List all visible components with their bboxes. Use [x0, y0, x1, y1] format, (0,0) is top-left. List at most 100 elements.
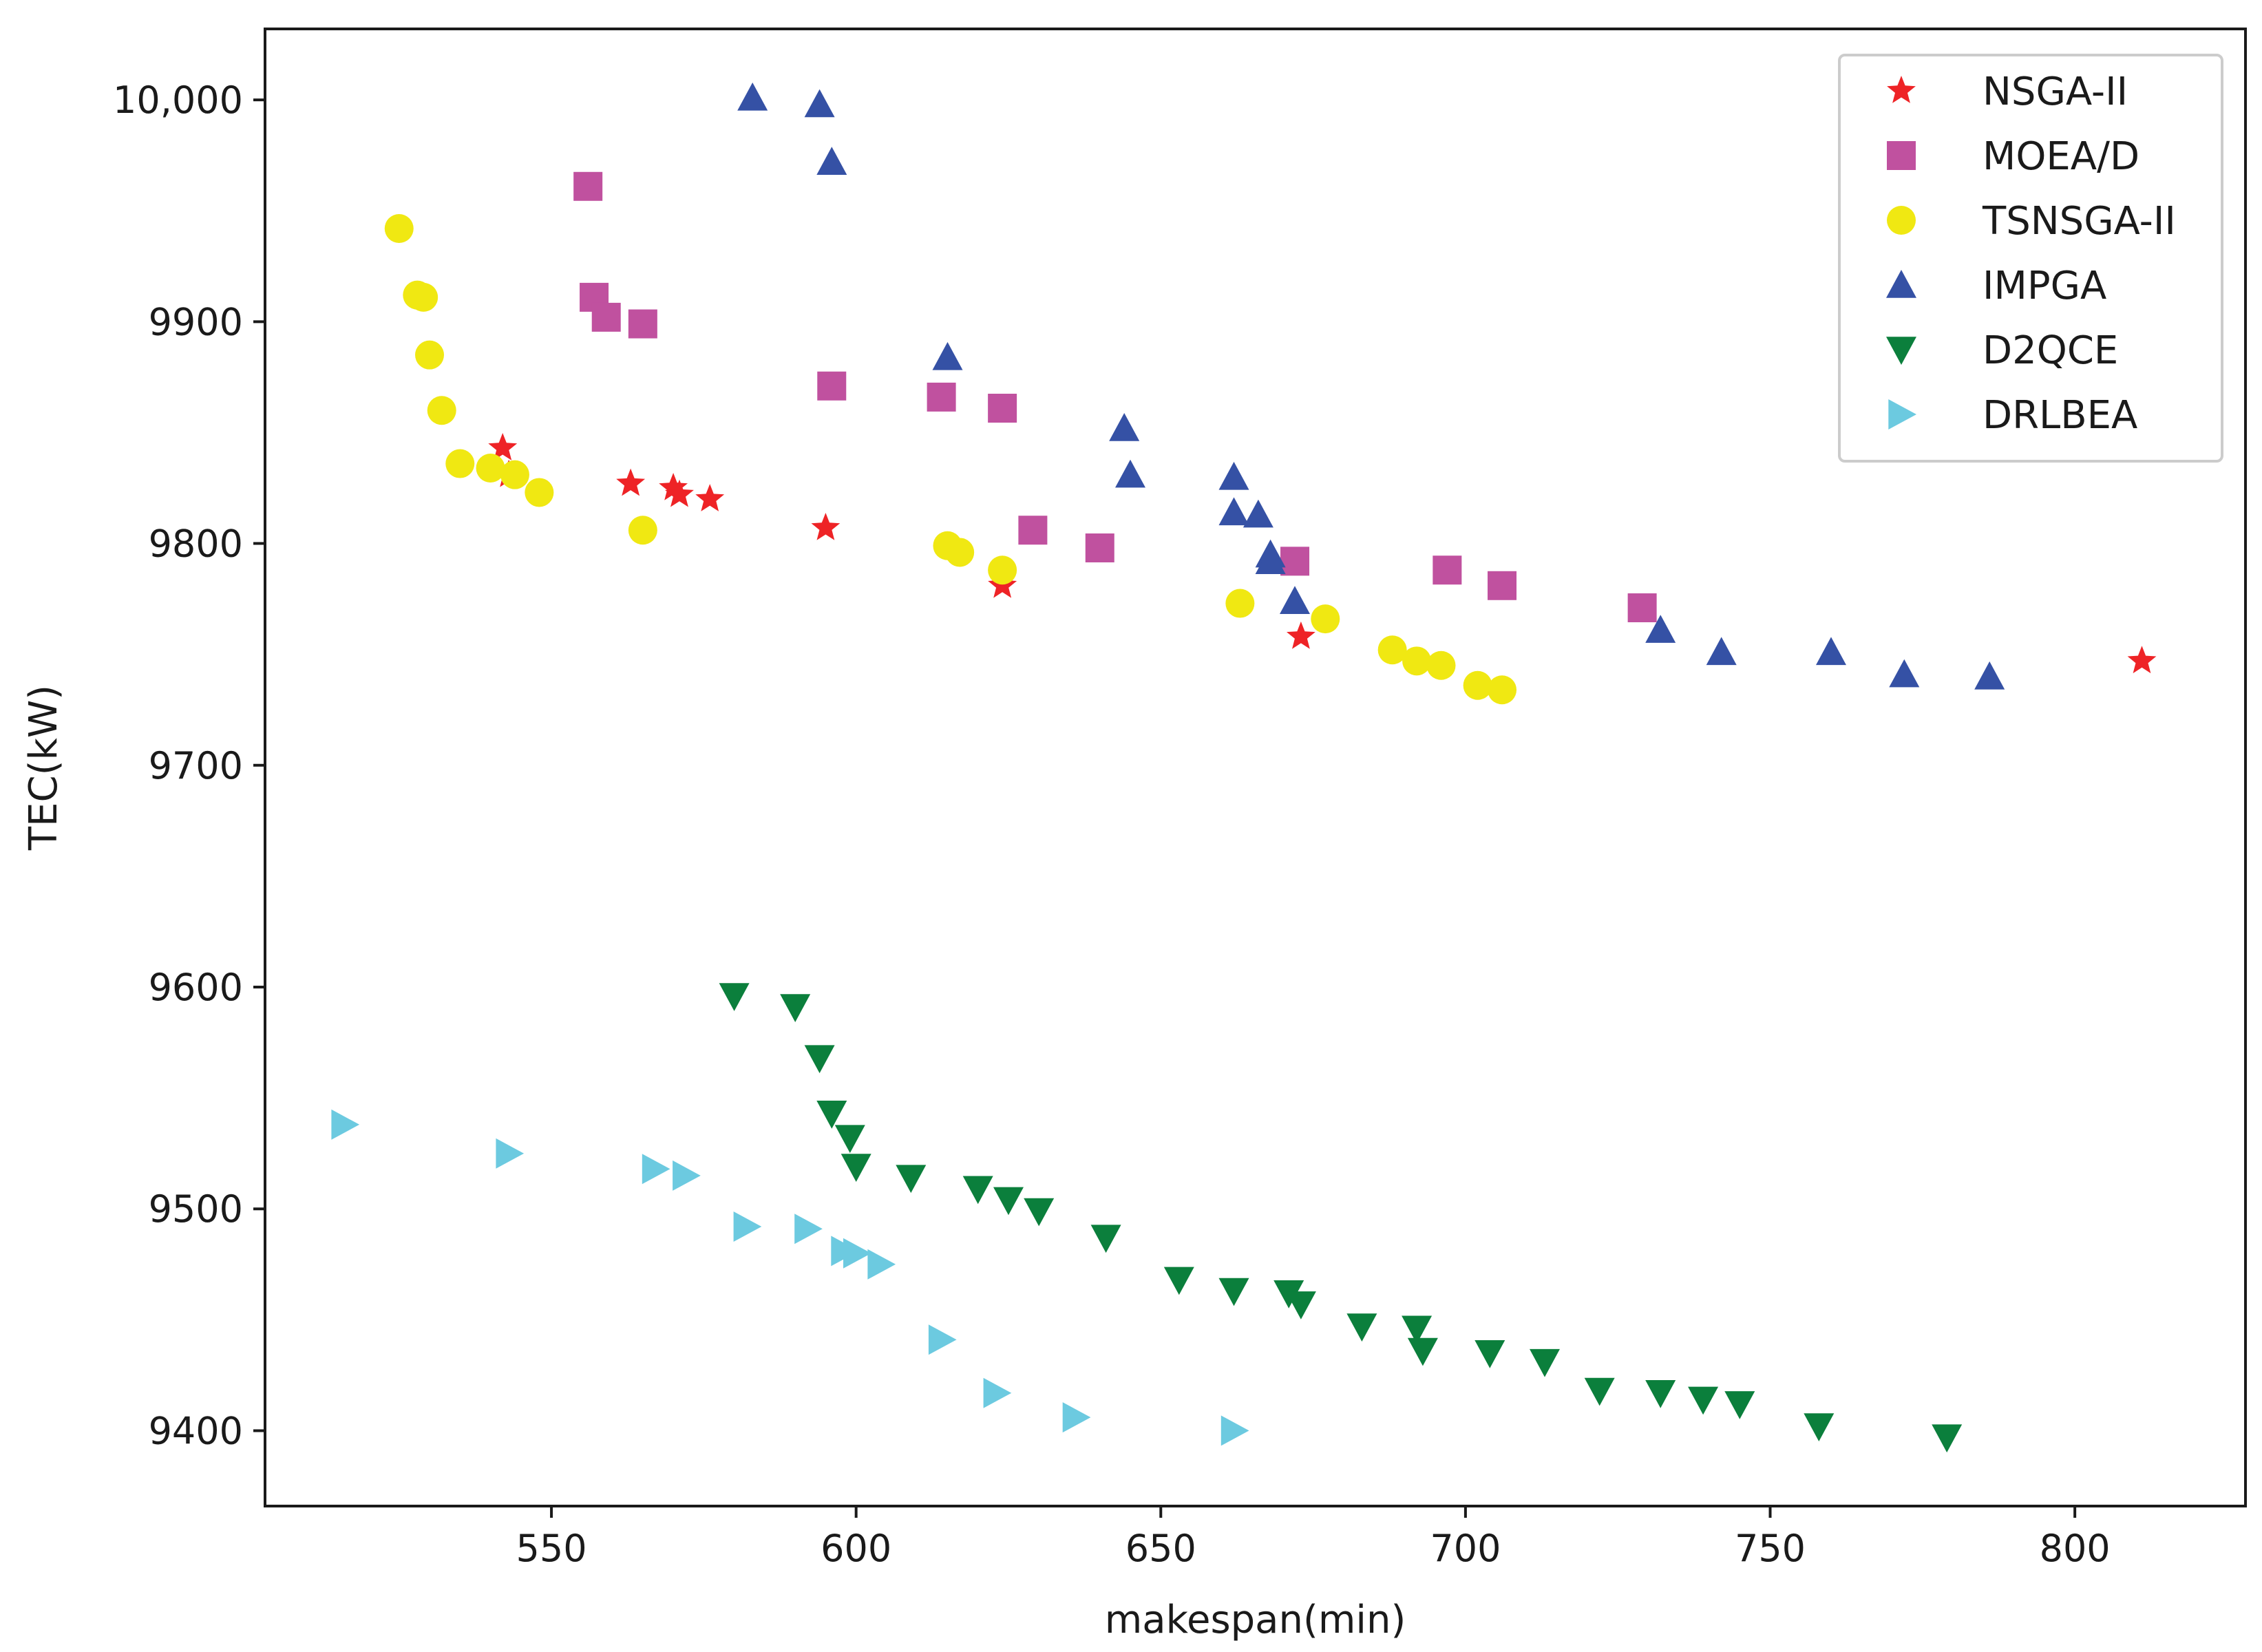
legend-marker — [1888, 399, 1916, 430]
data-point — [1220, 1415, 1249, 1446]
legend-label: DRLBEA — [1983, 393, 2137, 438]
data-point — [1433, 555, 1462, 585]
data-point — [1724, 1391, 1755, 1419]
data-point — [427, 396, 456, 425]
data-point — [1062, 1402, 1091, 1433]
legend-marker — [1886, 270, 1916, 298]
data-point — [1688, 1386, 1719, 1415]
data-point — [1346, 1313, 1377, 1342]
data-point — [1255, 546, 1286, 574]
data-point — [928, 1324, 957, 1355]
data-point — [1488, 675, 1517, 705]
data-point — [616, 468, 646, 496]
data-point — [525, 478, 554, 507]
data-point — [816, 147, 847, 175]
data-point — [1584, 1377, 1615, 1406]
data-point — [1115, 459, 1145, 488]
x-tick-label: 800 — [2040, 1527, 2111, 1570]
data-point — [695, 484, 725, 511]
data-point — [1488, 571, 1517, 600]
series-d2qce — [719, 983, 1963, 1453]
data-point — [1280, 547, 1310, 576]
data-marks — [331, 82, 2157, 1453]
series-moea-d — [573, 171, 1657, 622]
data-point — [573, 171, 603, 201]
data-point — [1474, 1340, 1505, 1368]
x-axis-title: makespan(min) — [1105, 1598, 1406, 1642]
data-point — [591, 302, 621, 332]
data-point — [1218, 461, 1249, 490]
x-tick-label: 750 — [1735, 1527, 1806, 1570]
data-point — [659, 473, 688, 500]
data-point — [1530, 1348, 1560, 1377]
y-tick-label: 9500 — [149, 1187, 243, 1231]
data-point — [1287, 621, 1315, 649]
data-point — [811, 513, 841, 540]
data-point — [1085, 533, 1114, 562]
data-point — [628, 309, 657, 339]
data-point — [1280, 586, 1310, 614]
data-point — [488, 433, 518, 460]
y-tick-label: 9700 — [149, 744, 243, 787]
legend-label: TSNSGA-II — [1982, 199, 2176, 244]
data-point — [834, 1125, 865, 1154]
data-point — [1402, 1315, 1433, 1344]
data-point — [1645, 615, 1676, 643]
data-point — [841, 1154, 871, 1182]
data-point — [1426, 650, 1456, 680]
data-point — [737, 82, 768, 111]
data-point — [962, 1176, 993, 1205]
data-point — [665, 479, 694, 507]
data-point — [932, 341, 963, 370]
data-point — [988, 555, 1017, 585]
plot-area-frame — [264, 28, 2247, 1507]
data-point — [331, 1109, 360, 1140]
data-point — [1163, 1267, 1194, 1295]
data-point — [896, 1165, 927, 1194]
data-point — [1377, 635, 1407, 665]
data-point — [1218, 497, 1249, 526]
data-point — [1645, 1380, 1676, 1408]
x-tick-label: 600 — [821, 1527, 891, 1570]
data-point — [1024, 1198, 1055, 1227]
data-point — [1311, 604, 1340, 634]
y-tick-label: 9400 — [149, 1409, 243, 1452]
x-tick-label: 700 — [1430, 1527, 1501, 1570]
data-point — [993, 1187, 1024, 1216]
data-point — [445, 449, 475, 478]
legend-marker — [1887, 206, 1916, 235]
y-tick-label: 9900 — [149, 300, 243, 343]
y-tick-label: 9800 — [149, 522, 243, 566]
data-point — [500, 460, 529, 489]
y-axis: 9400 9500 9600 9700 9800 9900 10,000 — [113, 78, 265, 1452]
legend-label: MOEA/D — [1983, 134, 2139, 179]
y-tick-label: 10,000 — [113, 78, 243, 122]
data-point — [1804, 1413, 1835, 1441]
legend-label: NSGA-II — [1983, 70, 2128, 114]
series-tsnsga-ii — [384, 214, 1517, 705]
data-point — [1974, 661, 2005, 690]
data-point — [1463, 670, 1492, 700]
y-tick-label: 9600 — [149, 966, 243, 1009]
data-point — [780, 994, 811, 1022]
legend-marker — [1887, 76, 1916, 103]
data-point — [804, 89, 835, 118]
data-point — [415, 340, 445, 370]
data-point — [1407, 1337, 1438, 1366]
data-point — [1402, 646, 1432, 676]
legend-box — [1838, 54, 2223, 463]
data-point — [983, 1377, 1012, 1408]
y-axis-title: TEC(kW) — [21, 685, 66, 851]
series-impga — [737, 82, 2005, 690]
x-axis: 550 600 650 700 750 800 — [516, 1506, 2111, 1570]
data-point — [1889, 659, 1920, 688]
data-point — [843, 1238, 871, 1269]
legend-label: IMPGA — [1983, 264, 2106, 308]
data-point — [496, 1138, 525, 1169]
data-point — [794, 1214, 823, 1245]
data-point — [642, 1154, 670, 1185]
data-point — [476, 454, 505, 483]
x-tick-label: 550 — [516, 1527, 587, 1570]
series-drlbea — [331, 1109, 1249, 1446]
